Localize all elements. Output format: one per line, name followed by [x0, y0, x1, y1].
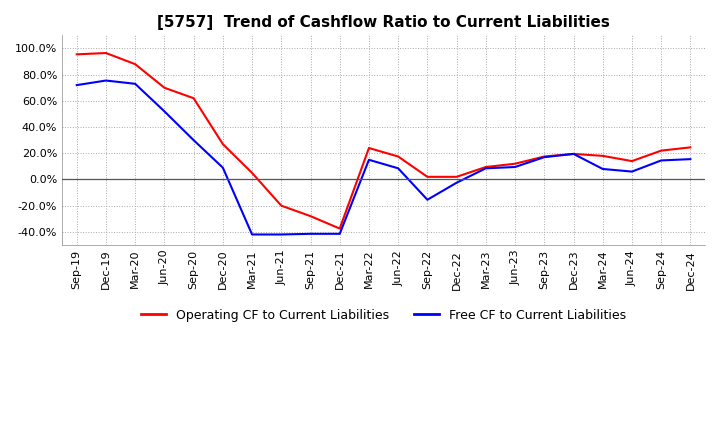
Free CF to Current Liabilities	[336, 231, 344, 236]
Free CF to Current Liabilities	[364, 157, 373, 162]
Free CF to Current Liabilities	[277, 232, 286, 237]
Free CF to Current Liabilities	[394, 166, 402, 171]
Legend: Operating CF to Current Liabilities, Free CF to Current Liabilities: Operating CF to Current Liabilities, Fre…	[136, 304, 631, 327]
Free CF to Current Liabilities	[423, 197, 432, 202]
Free CF to Current Liabilities	[248, 232, 256, 237]
Operating CF to Current Liabilities	[598, 153, 607, 158]
Operating CF to Current Liabilities	[218, 141, 227, 147]
Operating CF to Current Liabilities	[394, 154, 402, 159]
Operating CF to Current Liabilities	[657, 148, 665, 153]
Operating CF to Current Liabilities	[482, 165, 490, 170]
Free CF to Current Liabilities	[628, 169, 636, 174]
Free CF to Current Liabilities	[510, 165, 519, 170]
Free CF to Current Liabilities	[540, 154, 549, 160]
Free CF to Current Liabilities	[73, 82, 81, 88]
Free CF to Current Liabilities	[102, 78, 110, 83]
Operating CF to Current Liabilities	[306, 213, 315, 219]
Free CF to Current Liabilities	[657, 158, 665, 163]
Operating CF to Current Liabilities	[452, 174, 461, 180]
Free CF to Current Liabilities	[160, 109, 168, 114]
Operating CF to Current Liabilities	[248, 170, 256, 176]
Operating CF to Current Liabilities	[510, 161, 519, 166]
Line: Operating CF to Current Liabilities: Operating CF to Current Liabilities	[77, 53, 690, 228]
Free CF to Current Liabilities	[306, 231, 315, 236]
Operating CF to Current Liabilities	[540, 154, 549, 159]
Free CF to Current Liabilities	[452, 180, 461, 185]
Operating CF to Current Liabilities	[628, 158, 636, 164]
Free CF to Current Liabilities	[686, 157, 695, 162]
Operating CF to Current Liabilities	[423, 174, 432, 180]
Title: [5757]  Trend of Cashflow Ratio to Current Liabilities: [5757] Trend of Cashflow Ratio to Curren…	[157, 15, 610, 30]
Free CF to Current Liabilities	[131, 81, 140, 86]
Free CF to Current Liabilities	[482, 166, 490, 171]
Operating CF to Current Liabilities	[570, 151, 578, 157]
Operating CF to Current Liabilities	[336, 226, 344, 231]
Operating CF to Current Liabilities	[73, 51, 81, 57]
Free CF to Current Liabilities	[189, 138, 198, 143]
Operating CF to Current Liabilities	[686, 145, 695, 150]
Operating CF to Current Liabilities	[277, 203, 286, 208]
Line: Free CF to Current Liabilities: Free CF to Current Liabilities	[77, 81, 690, 235]
Operating CF to Current Liabilities	[131, 62, 140, 67]
Operating CF to Current Liabilities	[102, 51, 110, 56]
Free CF to Current Liabilities	[570, 151, 578, 157]
Free CF to Current Liabilities	[218, 165, 227, 170]
Operating CF to Current Liabilities	[364, 145, 373, 150]
Free CF to Current Liabilities	[598, 166, 607, 172]
Operating CF to Current Liabilities	[189, 95, 198, 101]
Operating CF to Current Liabilities	[160, 85, 168, 90]
